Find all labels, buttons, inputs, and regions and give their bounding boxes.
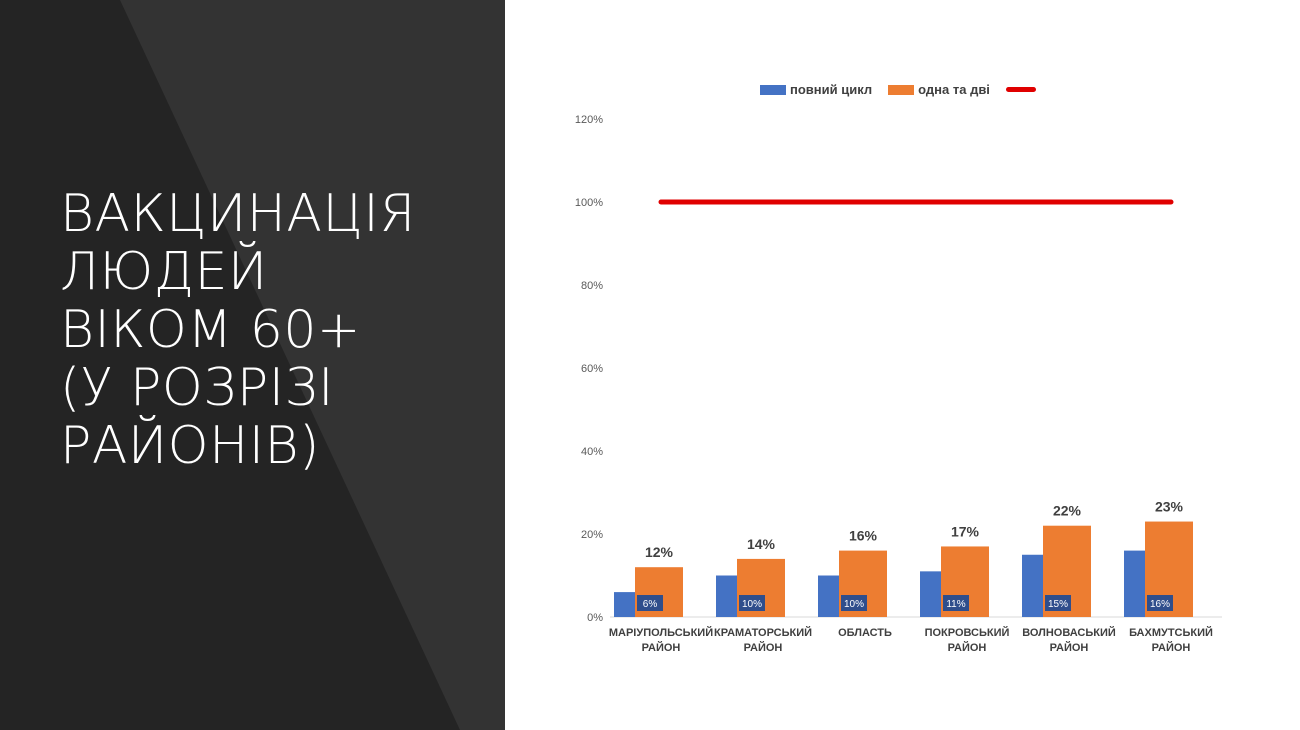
legend-label-one-two-doses: одна та дві [918, 82, 990, 97]
legend-item-full-cycle: повний цикл [760, 82, 872, 97]
y-tick-label: 20% [581, 529, 603, 541]
data-label-one-two-doses: 17% [951, 523, 980, 539]
x-category-label: РАЙОН [948, 641, 987, 654]
data-label-one-two-doses: 16% [849, 528, 878, 544]
data-label-box-full-cycle [739, 595, 765, 611]
data-label-one-two-doses: 14% [747, 536, 776, 552]
legend-swatch-target-line [1005, 87, 1036, 92]
slide-title: ВАКЦИНАЦІЯ ЛЮДЕЙ ВІКОМ 60+ (У РОЗРІЗІ РА… [60, 185, 480, 475]
x-category-label: ВОЛНОВАСЬКИЙ [1022, 626, 1116, 639]
legend-label-full-cycle: повний цикл [790, 82, 873, 97]
x-category-label: РАЙОН [642, 641, 681, 654]
y-tick-label: 120% [575, 114, 603, 126]
data-label-full-cycle: 6% [643, 599, 658, 610]
title-panel: ВАКЦИНАЦІЯ ЛЮДЕЙ ВІКОМ 60+ (У РОЗРІЗІ РА… [0, 0, 505, 730]
y-tick-label: 60% [581, 363, 603, 375]
data-label-full-cycle: 10% [844, 599, 864, 610]
vaccination-bar-chart: 0% 20% 40% 60% 80% 100% 120% 6% 12% МАРІУПОЛЬСЬКИ… [575, 114, 1222, 654]
legend-item-one-two-doses: одна та дві [888, 82, 990, 97]
slide-title-line: (У РОЗРІЗІ [60, 358, 334, 418]
data-label-box-full-cycle [1045, 595, 1071, 611]
title-panel-background [0, 0, 505, 730]
legend-item-target-line [1005, 87, 1036, 92]
x-category-label: КРАМАТОРСЬКИЙ [714, 626, 812, 639]
data-label-box-full-cycle [943, 595, 969, 611]
data-label-full-cycle: 15% [1048, 599, 1068, 610]
slide-title-line: РАЙОНІВ) [60, 416, 320, 476]
x-category-label: РАЙОН [1050, 641, 1089, 654]
data-label-one-two-doses: 12% [645, 544, 674, 560]
slide-title-line: ВІКОМ 60+ [60, 300, 361, 360]
data-label-one-two-doses: 23% [1155, 499, 1184, 515]
chart-area: 0% 20% 40% 60% 80% 100% 120% 6% 12% МАРІУПОЛЬСЬКИ… [505, 0, 1300, 730]
data-label-full-cycle: 16% [1150, 599, 1170, 610]
data-label-full-cycle: 11% [946, 599, 965, 610]
y-tick-label: 80% [581, 280, 603, 292]
x-category-label: ОБЛАСТЬ [838, 627, 892, 639]
legend-swatch-full-cycle [760, 84, 786, 95]
x-category-label: ПОКРОВСЬКИЙ [925, 626, 1010, 639]
data-label-one-two-doses: 22% [1053, 503, 1082, 519]
x-category-label: МАРІУПОЛЬСЬКИЙ [609, 626, 713, 639]
legend-swatch-one-two-doses [888, 84, 915, 95]
x-category-label: РАЙОН [744, 641, 783, 654]
data-label-box-full-cycle [841, 595, 867, 611]
data-label-box-full-cycle [1147, 595, 1173, 611]
x-category-label: БАХМУТСЬКИЙ [1129, 626, 1213, 639]
y-tick-label: 0% [587, 612, 603, 624]
y-tick-label: 40% [581, 446, 603, 458]
y-tick-label: 100% [575, 197, 603, 209]
slide-title-line: ВАКЦИНАЦІЯ [60, 184, 416, 244]
data-label-box-full-cycle [637, 595, 663, 611]
x-category-label: РАЙОН [1152, 641, 1191, 654]
slide-title-line: ЛЮДЕЙ [60, 242, 268, 302]
data-label-full-cycle: 10% [742, 599, 762, 610]
chart-legend: повний цикл одна та дві [760, 82, 1052, 97]
